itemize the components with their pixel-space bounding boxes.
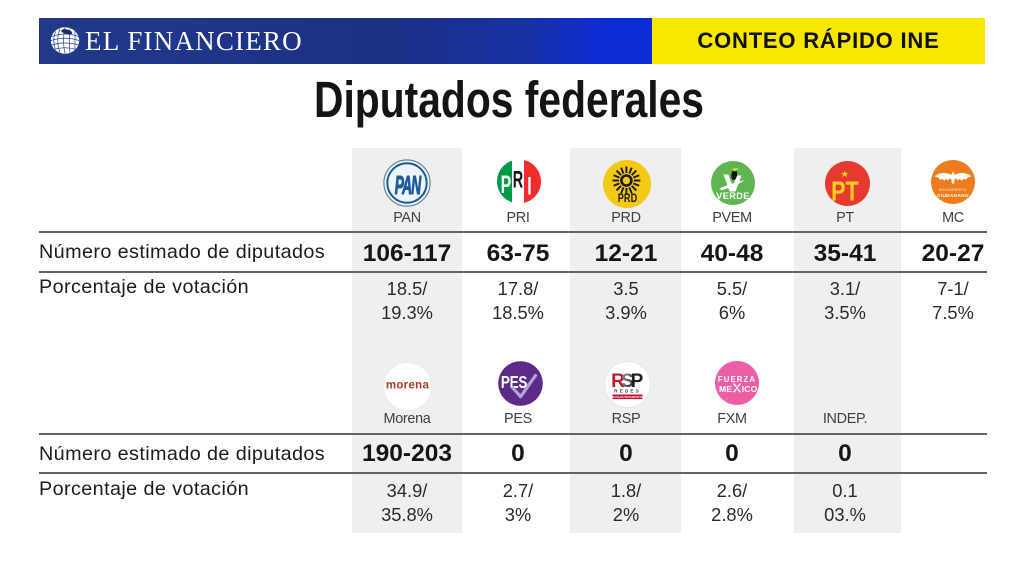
svg-text:P: P	[631, 371, 644, 392]
svg-text:REDES: REDES	[614, 388, 641, 393]
svg-text:R: R	[611, 371, 625, 392]
svg-text:VERDE: VERDE	[716, 191, 750, 201]
svg-text:FUERZA: FUERZA	[717, 375, 755, 384]
svg-text:R: R	[513, 167, 523, 194]
svg-text:PAN: PAN	[395, 172, 422, 201]
svg-text:PRD: PRD	[618, 193, 638, 205]
svg-text:S: S	[621, 371, 634, 392]
svg-text:CIUDADANO: CIUDADANO	[937, 193, 969, 199]
svg-text:P: P	[501, 172, 512, 199]
svg-text:ICO: ICO	[741, 384, 757, 394]
svg-text:I: I	[527, 173, 531, 200]
svg-text:PES: PES	[501, 373, 527, 392]
svg-text:SOCIALES PROGRESISTAS: SOCIALES PROGRESISTAS	[611, 395, 645, 398]
svg-text:MOVIMIENTO: MOVIMIENTO	[939, 188, 966, 192]
svg-text:PT: PT	[831, 175, 859, 205]
svg-text:morena: morena	[386, 379, 430, 391]
svg-text:ME: ME	[719, 384, 732, 394]
